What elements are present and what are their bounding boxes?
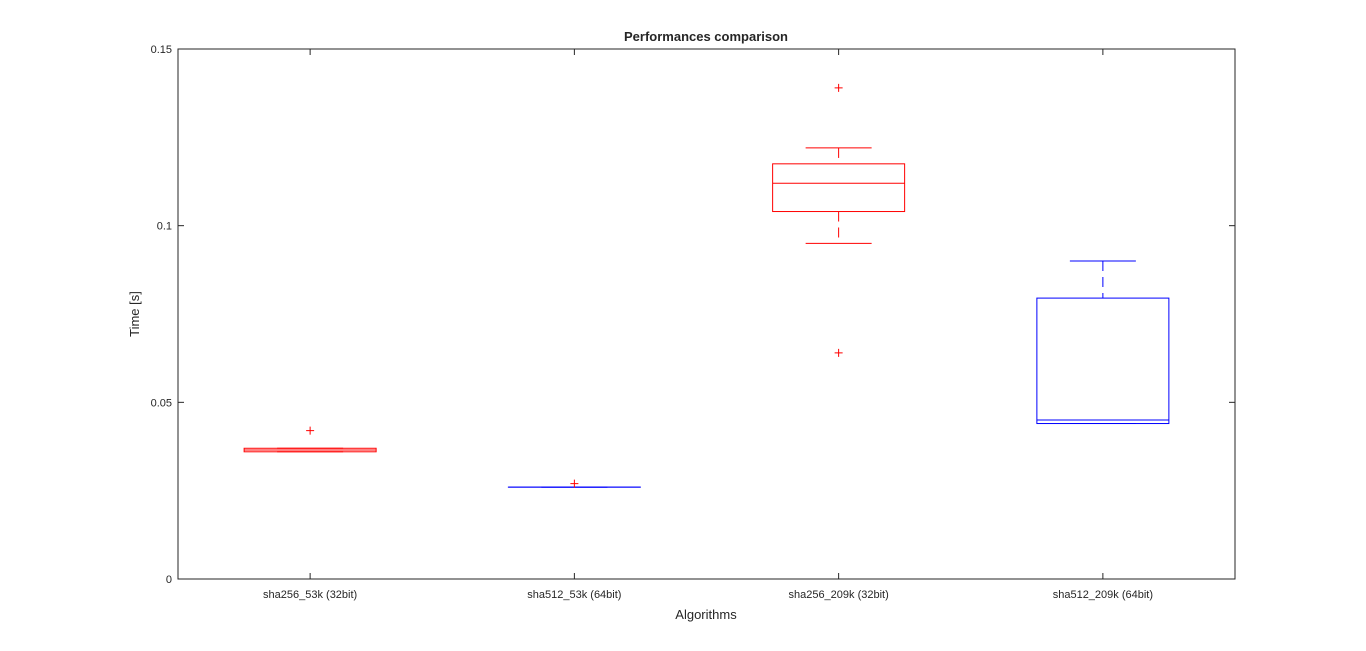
x-axis-label: Algorithms: [675, 607, 737, 622]
box-group: [243, 426, 377, 453]
y-tick-label: 0.15: [151, 44, 172, 56]
outlier-marker: [306, 426, 315, 435]
y-tick-label: 0: [166, 574, 172, 586]
box-group: [1036, 260, 1170, 425]
x-tick-label: sha256_209k (32bit): [788, 589, 888, 601]
y-tick-label: 0.05: [151, 397, 172, 409]
box-group: [507, 479, 641, 488]
x-tick-label: sha256_53k (32bit): [263, 589, 357, 601]
box-group: [772, 83, 906, 357]
box: [1036, 297, 1170, 425]
outlier-marker: [834, 348, 843, 357]
box-groups: [243, 83, 1170, 488]
box: [772, 163, 906, 213]
plot-area: [177, 48, 1236, 580]
y-tick-label: 0.1: [157, 221, 172, 233]
chart-title: Performances comparison: [624, 29, 788, 44]
outlier-marker: [834, 83, 843, 92]
outlier-marker: [570, 479, 579, 488]
y-axis: 0 0.05 0.1 0.15: [151, 44, 1235, 586]
x-axis: sha256_53k (32bit) sha512_53k (64bit) sha2…: [263, 49, 1153, 601]
x-tick-label: sha512_53k (64bit): [527, 589, 621, 601]
x-tick-label: sha512_209k (64bit): [1053, 589, 1153, 601]
y-axis-label: Time [s]: [127, 291, 142, 337]
